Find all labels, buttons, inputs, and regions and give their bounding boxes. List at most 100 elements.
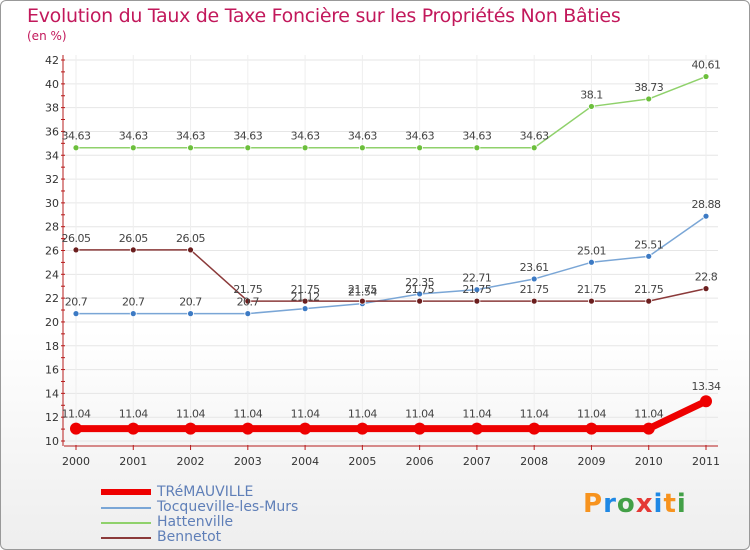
- legend-label: TRéMAUVILLE: [157, 484, 254, 500]
- data-label: 22.35: [405, 276, 434, 289]
- data-point: [473, 297, 481, 305]
- data-point: [530, 275, 538, 283]
- y-tick-label: 12: [45, 411, 59, 424]
- data-point: [702, 73, 710, 80]
- data-label: 11.04: [577, 408, 606, 421]
- data-label: 34.63: [348, 130, 377, 143]
- logo-letter: o: [616, 489, 636, 519]
- y-tick-label: 10: [45, 435, 59, 448]
- y-tick-label: 38: [45, 102, 59, 115]
- data-point: [470, 422, 483, 435]
- y-tick-label: 26: [45, 245, 59, 258]
- data-point: [129, 144, 137, 152]
- data-label: 11.04: [520, 408, 549, 421]
- x-tick-label: 2010: [635, 455, 663, 468]
- data-point: [301, 305, 309, 313]
- data-point: [416, 297, 424, 305]
- data-point: [702, 285, 710, 293]
- legend-label: Bennetot: [157, 529, 222, 545]
- y-tick-label: 42: [45, 54, 59, 67]
- series-line: [76, 249, 707, 302]
- data-point: [358, 144, 366, 152]
- data-label: 11.04: [119, 408, 148, 421]
- data-point: [129, 310, 137, 318]
- x-tick-label: 2008: [520, 455, 548, 468]
- data-point: [530, 297, 538, 305]
- y-tick-label: 30: [45, 197, 59, 210]
- series-markers: [70, 73, 712, 435]
- data-point: [358, 297, 366, 305]
- data-point: [702, 212, 710, 220]
- data-label: 11.04: [233, 408, 262, 421]
- data-point: [585, 422, 598, 435]
- data-point: [528, 422, 541, 435]
- data-label: 21.75: [520, 283, 549, 296]
- data-point: [645, 297, 653, 305]
- data-label: 20.7: [122, 296, 145, 309]
- data-label: 26.05: [119, 232, 148, 245]
- data-label: 23.61: [520, 261, 549, 274]
- data-point: [187, 246, 194, 254]
- data-label: 11.04: [176, 408, 205, 421]
- data-point: [588, 258, 595, 266]
- data-label: 21.75: [233, 283, 262, 296]
- axes: 10 12 14 16 18 20 22 24 26 28 30 32 34 36 38 40 42 2000 20…: [45, 54, 720, 468]
- data-point: [416, 290, 424, 298]
- data-point: [645, 252, 653, 260]
- y-tick-label: 32: [45, 173, 59, 186]
- data-label: 26.05: [62, 232, 91, 245]
- legend-swatch: [101, 537, 151, 539]
- data-point: [413, 422, 426, 435]
- series-line: [76, 75, 707, 149]
- line-chart: 10 12 14 16 18 20 22 24 26 28 30 32 34 36 38 40 42 2000 20…: [45, 54, 721, 468]
- logo-letter: t: [663, 489, 677, 519]
- data-label: 21.75: [405, 283, 434, 296]
- data-label: 11.04: [291, 408, 320, 421]
- series-line: [76, 215, 707, 315]
- y-tick-label: 36: [45, 125, 59, 138]
- data-point: [244, 310, 252, 318]
- x-tick-label: 2003: [234, 455, 262, 468]
- x-tick-label: 2000: [62, 455, 90, 468]
- data-label: 20.7: [179, 296, 202, 309]
- x-tick-label: 2007: [463, 455, 491, 468]
- logo-letter: r: [603, 489, 617, 519]
- data-label: 34.63: [520, 130, 549, 143]
- data-point: [530, 144, 538, 152]
- data-label: 34.63: [405, 130, 434, 143]
- data-point: [473, 144, 481, 152]
- data-label: 21.75: [348, 283, 377, 296]
- legend-swatch: [101, 507, 151, 509]
- data-label: 34.63: [176, 130, 205, 143]
- data-label: 11.04: [62, 408, 91, 421]
- chart-title: Evolution du Taux de Taxe Foncière sur l…: [27, 5, 621, 27]
- data-point: [72, 246, 80, 254]
- data-label: 34.63: [119, 130, 148, 143]
- data-label: 22.71: [462, 272, 491, 285]
- data-label: 11.04: [462, 408, 491, 421]
- logo-letter: i: [676, 489, 687, 519]
- data-label: 21.75: [634, 283, 663, 296]
- data-label: 25.51: [634, 238, 663, 251]
- legend-swatch: [101, 522, 151, 524]
- logo-letter: i: [653, 489, 664, 519]
- data-point: [184, 422, 197, 435]
- data-point: [72, 310, 80, 318]
- y-tick-label: 20: [45, 316, 59, 329]
- data-label: 21.54: [348, 286, 377, 299]
- data-point: [299, 422, 312, 435]
- data-point: [645, 95, 653, 103]
- y-tick-label: 40: [45, 78, 59, 91]
- data-point: [187, 310, 194, 318]
- data-label: 22.8: [695, 271, 718, 284]
- data-point: [356, 422, 369, 435]
- data-point: [244, 297, 252, 305]
- series-line: [76, 398, 708, 433]
- data-label: 11.04: [634, 408, 663, 421]
- x-tick-label: 2002: [177, 455, 205, 468]
- y-tick-label: 28: [45, 221, 59, 234]
- y-tick-label: 34: [45, 149, 59, 162]
- data-point: [473, 286, 481, 294]
- y-unit-label: (en %): [27, 29, 67, 43]
- data-label: 34.63: [233, 130, 262, 143]
